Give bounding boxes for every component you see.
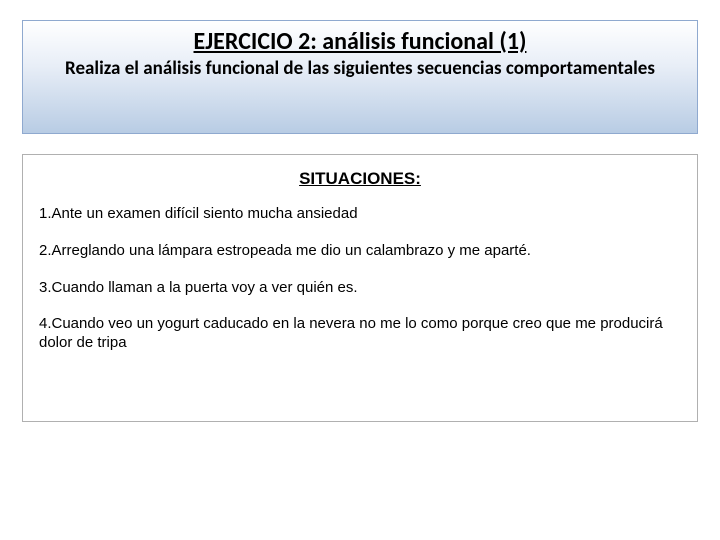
header-box: EJERCICIO 2: análisis funcional (1) Real…	[22, 20, 698, 134]
slide-subtitle: Realiza el análisis funcional de las sig…	[23, 58, 697, 81]
content-box: SITUACIONES: 1.Ante un examen difícil si…	[22, 154, 698, 422]
slide-title: EJERCICIO 2: análisis funcional (1)	[23, 27, 697, 56]
list-item: 4.Cuando veo un yogurt caducado en la ne…	[39, 315, 681, 353]
list-item: 2.Arreglando una lámpara estropeada me d…	[39, 242, 681, 261]
section-heading: SITUACIONES:	[39, 169, 681, 189]
list-item: 3.Cuando llaman a la puerta voy a ver qu…	[39, 279, 681, 298]
list-item: 1.Ante un examen difícil siento mucha an…	[39, 205, 681, 224]
